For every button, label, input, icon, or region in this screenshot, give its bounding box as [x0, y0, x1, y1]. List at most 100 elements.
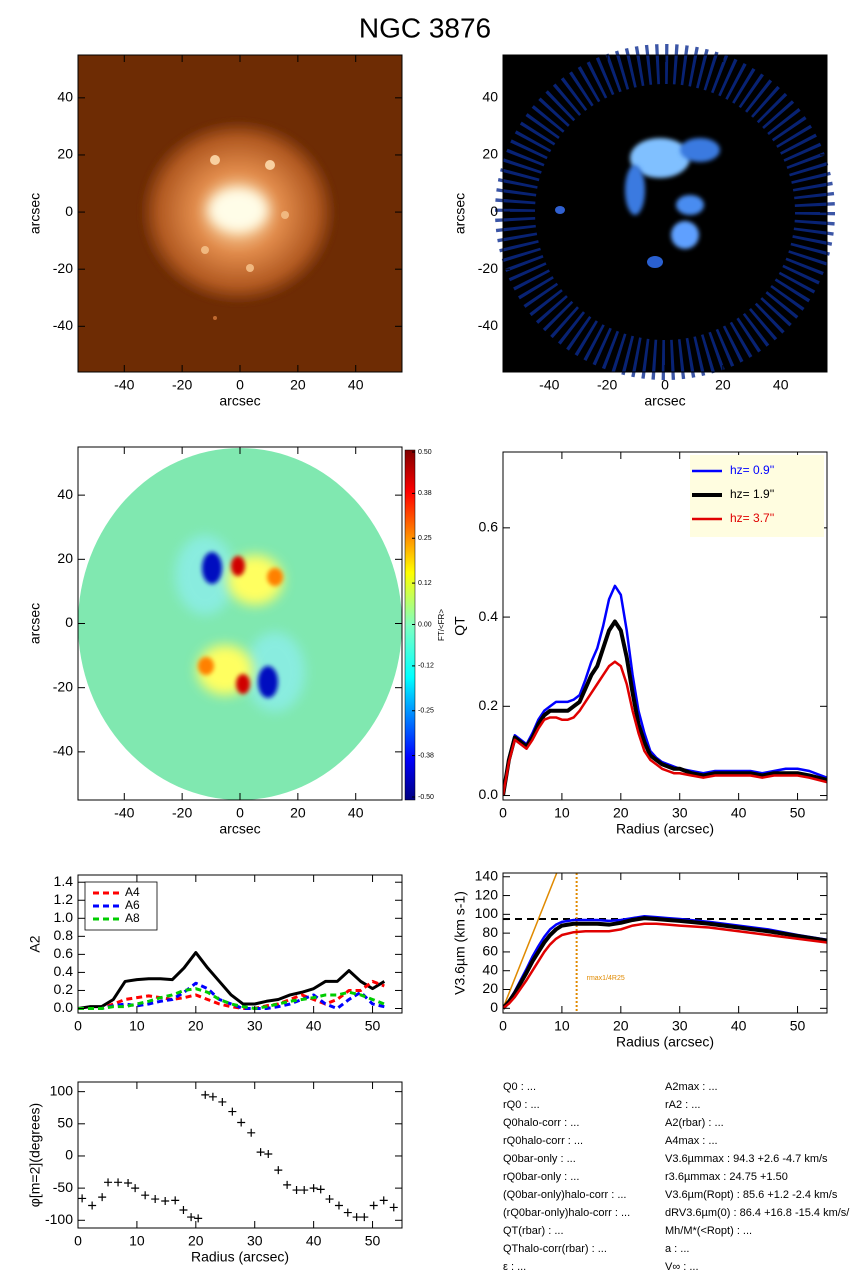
x-tick-label: 40	[348, 805, 364, 821]
point	[151, 1195, 160, 1204]
y-tick-label: 20	[57, 550, 73, 566]
line	[503, 922, 827, 1010]
optical-image	[78, 55, 402, 372]
x-tick-label: 20	[290, 805, 306, 821]
point	[389, 1203, 398, 1212]
y-tick-label: 140	[475, 867, 499, 883]
point	[300, 1186, 309, 1195]
y-tick-label: 0	[490, 999, 498, 1015]
point	[283, 1180, 292, 1189]
plot-area	[78, 951, 386, 1010]
point	[124, 1178, 133, 1187]
x-tick-label: 20	[188, 1233, 204, 1249]
y-tick-label: 0	[65, 614, 73, 630]
y-axis-label: arcsec	[27, 603, 43, 644]
parameter: A2(rbar) : ...	[665, 1117, 724, 1129]
colorbar-tick-label: 0.12	[418, 580, 432, 587]
x-tick-label: 30	[672, 805, 688, 821]
point	[171, 1196, 180, 1205]
residual-image	[495, 44, 835, 380]
parameter: QT(rbar) : ...	[503, 1225, 564, 1237]
parameter: QThalo-corr(rbar) : ...	[503, 1243, 607, 1255]
colorbar-tick-label: -0.50	[418, 794, 434, 801]
figure-title: NGC 3876	[359, 12, 491, 43]
colorbar-tick-label: -0.38	[418, 752, 434, 759]
x-tick-label: 30	[247, 1018, 263, 1034]
colorbar-tick-label: -0.12	[418, 663, 434, 670]
point	[201, 1090, 210, 1099]
axes-frame	[77, 1081, 403, 1229]
point	[334, 1201, 343, 1210]
point	[379, 1196, 388, 1205]
axes-frame	[502, 451, 828, 801]
parameter: V3.6µm(Ropt) : 85.6 +1.2 -2.4 km/s	[665, 1189, 838, 1201]
parameter: rQ0bar-only : ...	[503, 1171, 579, 1183]
y-tick-label: 0	[65, 203, 73, 219]
point	[369, 1201, 378, 1210]
point	[161, 1196, 170, 1205]
y-tick-label: 20	[57, 146, 73, 162]
line	[503, 660, 827, 796]
x-tick-label: -40	[539, 377, 559, 393]
parameter: dRV3.6µm(0) : 86.4 +16.8 -15.4 km/s/kpc	[665, 1207, 850, 1219]
x-tick-label: 30	[247, 1233, 263, 1249]
parameter: r3.6µmmax : 24.75 +1.50	[665, 1171, 788, 1183]
annotation: rmax1/4R25	[587, 975, 625, 982]
y-tick-label: 0.2	[54, 981, 74, 997]
line	[503, 873, 558, 1009]
x-tick-label: -40	[114, 805, 134, 821]
point	[98, 1193, 107, 1202]
parameter: ε : ...	[503, 1261, 526, 1273]
y-tick-label: 0.4	[479, 608, 499, 624]
axes-frame	[502, 54, 828, 373]
x-tick-label: 0	[499, 805, 507, 821]
parameter: (Q0bar-only)halo-corr : ...	[503, 1189, 626, 1201]
plot-area	[503, 584, 827, 796]
line	[503, 916, 827, 1010]
point	[256, 1148, 265, 1157]
axes-frame	[77, 446, 403, 801]
x-tick-label: 10	[129, 1233, 145, 1249]
y-tick-label: 0.6	[54, 945, 74, 961]
parameter: V∞ : ...	[665, 1261, 699, 1273]
x-axis-label: arcsec	[219, 821, 260, 837]
x-tick-label: -20	[172, 377, 192, 393]
y-axis-label: V3.6µm (km s-1)	[452, 891, 468, 995]
x-tick-label: 30	[672, 1018, 688, 1034]
legend-label: A8	[125, 911, 140, 925]
x-tick-label: 40	[306, 1233, 322, 1249]
y-tick-label: 0.0	[54, 999, 74, 1015]
y-tick-label: 50	[57, 1115, 73, 1131]
y-tick-label: 1.0	[54, 909, 74, 925]
y-axis-label: arcsec	[452, 193, 468, 234]
colorbar-tick-label: -0.25	[418, 708, 434, 715]
colorbar-label: FT/<FR>	[437, 609, 446, 641]
parameter: rQ0halo-corr : ...	[503, 1135, 583, 1147]
y-tick-label: 20	[482, 980, 498, 996]
point	[131, 1184, 140, 1193]
y-tick-label: 40	[57, 89, 73, 105]
legend-label: A6	[125, 898, 140, 912]
point	[292, 1186, 301, 1195]
line	[503, 619, 827, 796]
y-tick-label: 0.6	[479, 519, 499, 535]
parameter: (rQ0bar-only)halo-corr : ...	[503, 1207, 630, 1219]
y-tick-label: 0	[490, 203, 498, 219]
y-tick-label: 0.4	[54, 963, 74, 979]
y-tick-label: 100	[50, 1082, 74, 1098]
axes-frame	[77, 874, 403, 1014]
parameter: Q0halo-corr : ...	[503, 1117, 579, 1129]
y-tick-label: -40	[53, 317, 73, 333]
x-tick-label: 20	[613, 1018, 629, 1034]
y-tick-label: -50	[53, 1179, 73, 1195]
x-tick-label: 20	[715, 377, 731, 393]
y-tick-label: 100	[475, 905, 499, 921]
point	[218, 1097, 227, 1106]
point	[237, 1118, 246, 1127]
point	[343, 1208, 352, 1217]
colorbar-tick-label: 0.25	[418, 535, 432, 542]
colorbar-tick-label: 0.38	[418, 490, 432, 497]
y-tick-label: 0.0	[479, 786, 499, 802]
x-tick-label: 20	[188, 1018, 204, 1034]
point	[228, 1107, 237, 1116]
